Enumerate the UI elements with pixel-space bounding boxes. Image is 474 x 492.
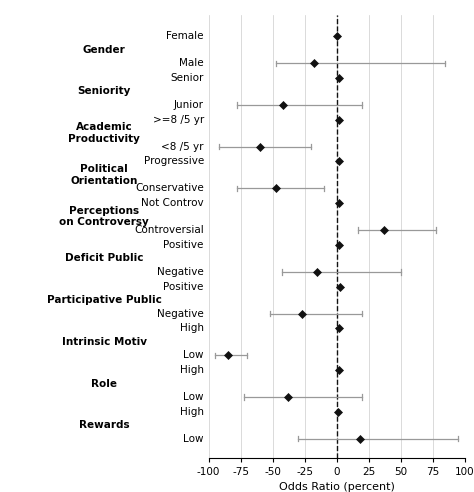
Text: Conservative: Conservative <box>135 184 204 193</box>
Text: Perceptions
on Controversy: Perceptions on Controversy <box>59 206 149 227</box>
Text: Positive: Positive <box>164 281 204 292</box>
Text: Low: Low <box>183 350 204 360</box>
Text: High: High <box>180 365 204 375</box>
Text: Male: Male <box>179 58 204 68</box>
Text: Female: Female <box>166 31 204 41</box>
Text: Role: Role <box>91 378 117 389</box>
Text: High: High <box>180 323 204 334</box>
Text: High: High <box>180 407 204 417</box>
Text: Participative Public: Participative Public <box>47 295 162 305</box>
Text: Academic
Productivity: Academic Productivity <box>68 123 140 144</box>
Text: Positive: Positive <box>164 240 204 250</box>
Text: Gender: Gender <box>83 45 126 55</box>
Text: >=8 /5 yr: >=8 /5 yr <box>153 115 204 125</box>
Text: <8 /5 yr: <8 /5 yr <box>161 142 204 152</box>
Text: Seniority: Seniority <box>78 87 131 96</box>
Text: Deficit Public: Deficit Public <box>65 253 144 263</box>
Text: Political
Orientation: Political Orientation <box>71 164 138 185</box>
Text: Low: Low <box>183 392 204 402</box>
Text: Intrinsic Motiv: Intrinsic Motiv <box>62 337 147 347</box>
Text: Negative: Negative <box>157 308 204 318</box>
X-axis label: Odds Ratio (percent): Odds Ratio (percent) <box>279 482 394 492</box>
Text: Rewards: Rewards <box>79 420 129 430</box>
Text: Not Controv: Not Controv <box>141 198 204 208</box>
Text: Controversial: Controversial <box>134 225 204 235</box>
Text: Senior: Senior <box>171 73 204 83</box>
Text: Junior: Junior <box>174 100 204 110</box>
Text: Low: Low <box>183 434 204 444</box>
Text: Progressive: Progressive <box>144 156 204 166</box>
Text: Negative: Negative <box>157 267 204 277</box>
